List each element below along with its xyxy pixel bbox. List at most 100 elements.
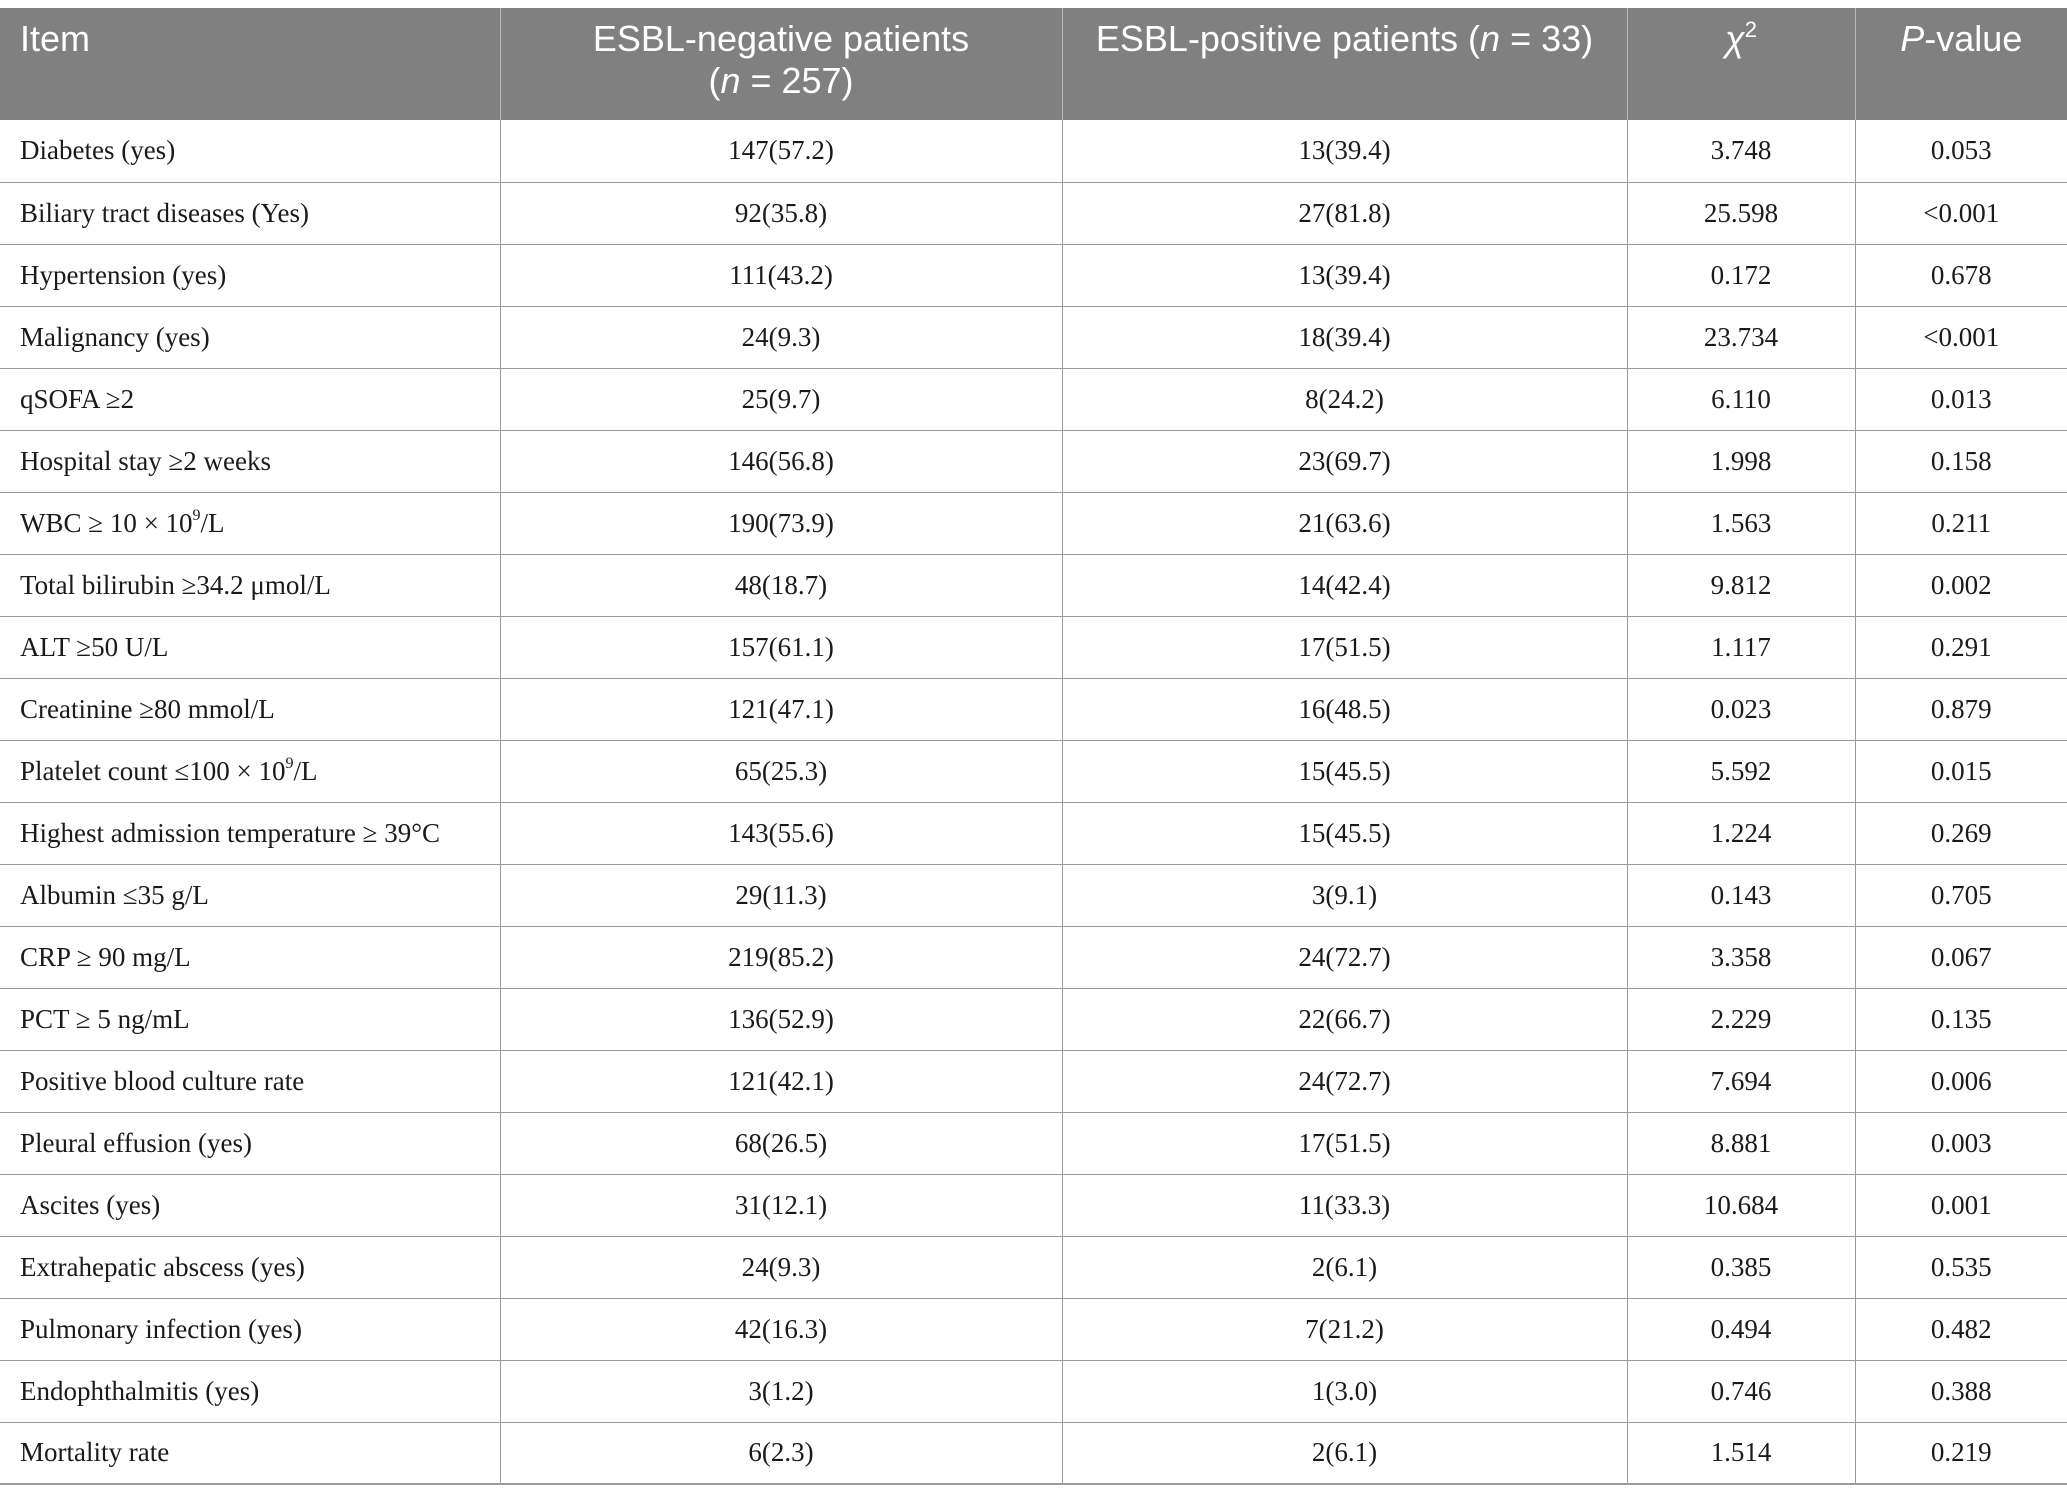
cell-esbl-positive: 21(63.6) — [1062, 492, 1628, 555]
header-esbl-positive: ESBL-positive patients (n = 33) — [1062, 8, 1628, 120]
cell-esbl-positive: 2(6.1) — [1062, 1236, 1628, 1299]
cell-p-value: 0.482 — [1855, 1298, 2067, 1361]
cell-chi-square: 1.224 — [1627, 802, 1856, 865]
cell-chi-square: 6.110 — [1627, 368, 1856, 431]
cell-esbl-negative: 92(35.8) — [500, 182, 1063, 245]
cell-chi-square: 3.748 — [1627, 120, 1856, 183]
cell-chi-square: 5.592 — [1627, 740, 1856, 803]
cell-chi-square: 7.694 — [1627, 1050, 1856, 1113]
table-row: Hospital stay ≥2 weeks 146(56.8) 23(69.7) 1… — [0, 430, 2067, 493]
cell-esbl-negative: 24(9.3) — [500, 306, 1063, 369]
cell-esbl-positive: 15(45.5) — [1062, 802, 1628, 865]
table-row: Albumin ≤35 g/L 29(11.3) 3(9.1) 0.143 0.705 — [0, 864, 2067, 927]
cell-chi-square: 3.358 — [1627, 926, 1856, 989]
cell-item: Pulmonary infection (yes) — [0, 1298, 501, 1361]
cell-item: CRP ≥ 90 mg/L — [0, 926, 501, 989]
cell-item: WBC ≥ 10 × 109/L — [0, 492, 501, 555]
cell-esbl-positive: 18(39.4) — [1062, 306, 1628, 369]
cell-item: PCT ≥ 5 ng/mL — [0, 988, 501, 1051]
cell-esbl-negative: 6(2.3) — [500, 1422, 1063, 1485]
cell-p-value: 0.003 — [1855, 1112, 2067, 1175]
cell-esbl-negative: 42(16.3) — [500, 1298, 1063, 1361]
table-row: Biliary tract diseases (Yes) 92(35.8) 27(8… — [0, 182, 2067, 245]
cell-p-value: 0.002 — [1855, 554, 2067, 617]
table-row: PCT ≥ 5 ng/mL 136(52.9) 22(66.7) 2.229 0.135 — [0, 988, 2067, 1051]
cell-esbl-negative: 48(18.7) — [500, 554, 1063, 617]
table-header: Item ESBL-negative patients (n = 257) ESB… — [0, 8, 2067, 120]
cell-chi-square: 1.117 — [1627, 616, 1856, 679]
cell-chi-square: 2.229 — [1627, 988, 1856, 1051]
cell-esbl-positive: 15(45.5) — [1062, 740, 1628, 803]
table-row: Hypertension (yes) 111(43.2) 13(39.4) 0.172… — [0, 244, 2067, 307]
table-row: Creatinine ≥80 mmol/L 121(47.1) 16(48.5) 0.… — [0, 678, 2067, 741]
cell-item: ALT ≥50 U/L — [0, 616, 501, 679]
cell-esbl-positive: 17(51.5) — [1062, 1112, 1628, 1175]
cell-item: Hospital stay ≥2 weeks — [0, 430, 501, 493]
cell-p-value: 0.053 — [1855, 120, 2067, 183]
cell-p-value: 0.067 — [1855, 926, 2067, 989]
cell-esbl-negative: 121(42.1) — [500, 1050, 1063, 1113]
table-row: Positive blood culture rate 121(42.1) 24(7… — [0, 1050, 2067, 1113]
cell-esbl-positive: 8(24.2) — [1062, 368, 1628, 431]
cell-chi-square: 9.812 — [1627, 554, 1856, 617]
cell-esbl-positive: 1(3.0) — [1062, 1360, 1628, 1423]
cell-esbl-positive: 13(39.4) — [1062, 244, 1628, 307]
header-item: Item — [0, 8, 501, 120]
cell-esbl-positive: 17(51.5) — [1062, 616, 1628, 679]
cell-chi-square: 0.143 — [1627, 864, 1856, 927]
cell-item: Diabetes (yes) — [0, 120, 501, 183]
cell-esbl-positive: 11(33.3) — [1062, 1174, 1628, 1237]
cell-p-value: 0.219 — [1855, 1422, 2067, 1485]
cell-esbl-positive: 24(72.7) — [1062, 1050, 1628, 1113]
cell-esbl-negative: 147(57.2) — [500, 120, 1063, 183]
cell-esbl-positive: 13(39.4) — [1062, 120, 1628, 183]
cell-item: Albumin ≤35 g/L — [0, 864, 501, 927]
results-table-container: Item ESBL-negative patients (n = 257) ESB… — [0, 8, 2067, 1485]
cell-p-value: 0.291 — [1855, 616, 2067, 679]
table-row: qSOFA ≥2 25(9.7) 8(24.2) 6.110 0.013 — [0, 368, 2067, 431]
cell-esbl-negative: 25(9.7) — [500, 368, 1063, 431]
cell-p-value: 0.015 — [1855, 740, 2067, 803]
cell-item: Platelet count ≤100 × 109/L — [0, 740, 501, 803]
cell-esbl-positive: 2(6.1) — [1062, 1422, 1628, 1485]
table-row: WBC ≥ 10 × 109/L 190(73.9) 21(63.6) 1.563 0.… — [0, 492, 2067, 555]
cell-item: Malignancy (yes) — [0, 306, 501, 369]
cell-item: Positive blood culture rate — [0, 1050, 501, 1113]
table-row: Endophthalmitis (yes) 3(1.2) 1(3.0) 0.746 0.… — [0, 1360, 2067, 1423]
cell-p-value: 0.135 — [1855, 988, 2067, 1051]
header-esbl-negative: ESBL-negative patients (n = 257) — [500, 8, 1063, 120]
table-row: Mortality rate 6(2.3) 2(6.1) 1.514 0.219 — [0, 1422, 2067, 1485]
cell-chi-square: 0.385 — [1627, 1236, 1856, 1299]
cell-esbl-negative: 3(1.2) — [500, 1360, 1063, 1423]
cell-item: Pleural effusion (yes) — [0, 1112, 501, 1175]
cell-esbl-negative: 157(61.1) — [500, 616, 1063, 679]
cell-chi-square: 0.023 — [1627, 678, 1856, 741]
cell-esbl-negative: 65(25.3) — [500, 740, 1063, 803]
cell-p-value: 0.388 — [1855, 1360, 2067, 1423]
cell-item: qSOFA ≥2 — [0, 368, 501, 431]
cell-item: Biliary tract diseases (Yes) — [0, 182, 501, 245]
table-row: Total bilirubin ≥34.2 μmol/L 48(18.7) 14(4… — [0, 554, 2067, 617]
cell-esbl-positive: 24(72.7) — [1062, 926, 1628, 989]
table-row: Pulmonary infection (yes) 42(16.3) 7(21.2)… — [0, 1298, 2067, 1361]
cell-esbl-positive: 14(42.4) — [1062, 554, 1628, 617]
table-row: Platelet count ≤100 × 109/L 65(25.3) 15(45… — [0, 740, 2067, 803]
cell-esbl-negative: 111(43.2) — [500, 244, 1063, 307]
cell-esbl-positive: 16(48.5) — [1062, 678, 1628, 741]
cell-esbl-positive: 3(9.1) — [1062, 864, 1628, 927]
cell-chi-square: 0.494 — [1627, 1298, 1856, 1361]
cell-chi-square: 23.734 — [1627, 306, 1856, 369]
cell-item: Hypertension (yes) — [0, 244, 501, 307]
cell-p-value: 0.211 — [1855, 492, 2067, 555]
cell-item: Mortality rate — [0, 1422, 501, 1485]
cell-esbl-positive: 7(21.2) — [1062, 1298, 1628, 1361]
cell-chi-square: 10.684 — [1627, 1174, 1856, 1237]
cell-esbl-negative: 190(73.9) — [500, 492, 1063, 555]
header-p-value: P-value — [1855, 8, 2067, 120]
cell-p-value: <0.001 — [1855, 306, 2067, 369]
cell-esbl-positive: 27(81.8) — [1062, 182, 1628, 245]
cell-esbl-positive: 23(69.7) — [1062, 430, 1628, 493]
cell-esbl-negative: 29(11.3) — [500, 864, 1063, 927]
cell-chi-square: 1.998 — [1627, 430, 1856, 493]
cell-esbl-negative: 143(55.6) — [500, 802, 1063, 865]
